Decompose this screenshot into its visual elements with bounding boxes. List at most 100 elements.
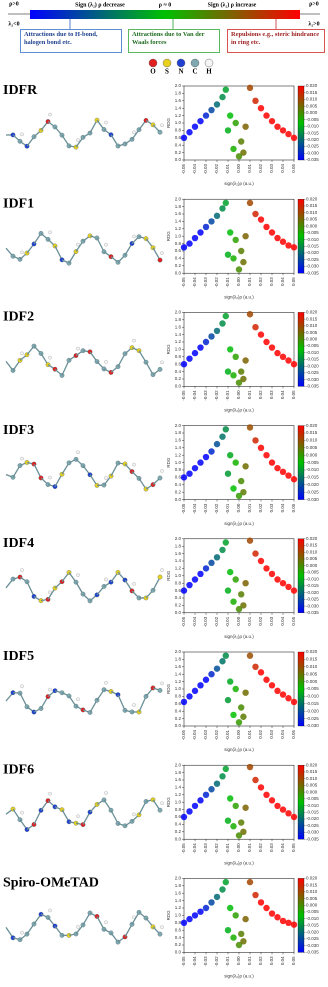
colorbar (297, 765, 305, 840)
colorbar-tick-label: -0.015 (306, 923, 319, 928)
point (208, 559, 215, 567)
y-tick-label: 1.6 (175, 98, 182, 103)
atom-swatch (204, 58, 214, 68)
point (240, 489, 247, 496)
x-tick-label: 0.01 (247, 503, 252, 512)
colorbar-tick-label: -0.020 (306, 929, 319, 934)
point (263, 676, 270, 683)
y-tick-label: 1.0 (175, 233, 182, 238)
x-tick-label: -0.02 (214, 277, 219, 288)
bond (138, 696, 147, 713)
x-tick-label: 0.04 (280, 956, 285, 965)
x-tick-label: -0.02 (214, 503, 219, 514)
atom (48, 475, 52, 480)
colorbar-tick-label: -0.005 (306, 796, 319, 801)
point (202, 338, 210, 346)
y-axis-label: RDG (166, 344, 171, 354)
point (213, 212, 221, 220)
x-tick-label: 0.02 (258, 843, 263, 852)
x-tick-label: 0.00 (236, 730, 241, 739)
atom-label: C (192, 68, 197, 76)
point (252, 891, 259, 899)
x-tick-label: 0.02 (258, 956, 263, 965)
x-tick-label: -0.01 (225, 503, 230, 514)
atom-swatch (148, 58, 158, 68)
point (240, 713, 247, 720)
point (186, 470, 193, 477)
bond (54, 473, 63, 487)
point (227, 904, 234, 912)
x-tick-label: -0.04 (192, 956, 197, 967)
x-tick-label: 0.03 (269, 730, 274, 739)
y-tick-label: 2.0 (175, 423, 182, 428)
colorbar-tick-label: -0.025 (306, 716, 319, 721)
y-tick-label: 1.8 (175, 657, 182, 662)
colorbar-tick-label: -0.015 (306, 809, 319, 814)
point (242, 357, 249, 364)
x-tick-label: 0.05 (291, 390, 296, 399)
colorbar-tick-label: 0.000 (306, 223, 318, 228)
atom (20, 810, 24, 815)
colorbar-tick-label: 0.015 (306, 769, 318, 774)
colorbar-tick-label: 0.010 (306, 210, 318, 215)
bond (117, 694, 126, 711)
y-tick-label: 0.6 (175, 814, 182, 819)
point (257, 216, 265, 223)
y-tick-label: 0.8 (175, 920, 182, 925)
y-tick-label: 0.0 (175, 157, 182, 162)
colorbar-tick-label: 0.005 (306, 556, 318, 561)
point (268, 459, 276, 466)
colorbar-tick-label: 0.010 (306, 664, 318, 669)
atom-swatch (176, 58, 186, 68)
y-tick-label: 0.6 (175, 361, 182, 366)
point (227, 678, 234, 685)
y-tick-label: 0.0 (175, 836, 182, 841)
point (208, 106, 215, 114)
y-tick-label: 1.4 (175, 898, 182, 903)
bond (152, 576, 161, 591)
atom (160, 469, 164, 473)
y-tick-label: 0.6 (175, 475, 182, 480)
point (232, 912, 239, 919)
colorbar-tick-label: -0.020 (306, 482, 319, 487)
atom (104, 920, 108, 925)
point (274, 123, 281, 130)
atom (104, 476, 108, 480)
colorbar-tick-label: -0.020 (306, 590, 319, 595)
y-tick-label: 0.0 (175, 610, 182, 615)
atom (76, 346, 80, 351)
colorbar-tick-label: -0.010 (306, 694, 319, 699)
colorbar-tick-label: -0.035 (306, 157, 319, 162)
point (257, 331, 265, 338)
atom-label: S (165, 68, 169, 76)
y-tick-label: 0.8 (175, 580, 182, 585)
point (242, 804, 249, 811)
colorbar-tick-label: 0.000 (306, 679, 318, 684)
point (274, 349, 281, 357)
y-tick-label: 1.6 (175, 438, 182, 443)
box-repulsion: Repulsions e.g., steric hindrance in rin… (227, 29, 325, 53)
y-tick-label: 0.2 (175, 263, 182, 268)
point (222, 652, 229, 659)
x-tick-label: 0.04 (280, 503, 285, 512)
colorbar-tick-label: 0.020 (306, 83, 318, 88)
bond (96, 237, 105, 253)
y-tick-label: 0.6 (175, 135, 182, 140)
x-axis-label: sign(λ₂)ρ (a.u.) (224, 974, 254, 979)
colorbar (297, 425, 305, 500)
y-tick-label: 1.4 (175, 671, 182, 676)
colorbar-tick-label: 0.000 (306, 452, 318, 457)
point (230, 711, 237, 719)
colorbar-tick-label: -0.025 (306, 489, 319, 494)
x-tick-label: 0.02 (258, 730, 263, 739)
y-tick-label: 1.8 (175, 204, 182, 209)
point (279, 238, 287, 245)
y-tick-label: 0.4 (175, 935, 182, 940)
colorbar-tick-label: 0.010 (306, 549, 318, 554)
colorbar-tick-label: -0.030 (306, 497, 319, 502)
point (240, 149, 247, 156)
colorbar (297, 199, 305, 274)
x-tick-label: 0.02 (258, 616, 263, 625)
